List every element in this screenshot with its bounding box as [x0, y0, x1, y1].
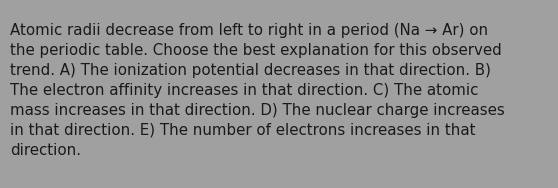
Text: Atomic radii decrease from left to right in a period (Na → Ar) on
the periodic t: Atomic radii decrease from left to right… [10, 23, 505, 158]
